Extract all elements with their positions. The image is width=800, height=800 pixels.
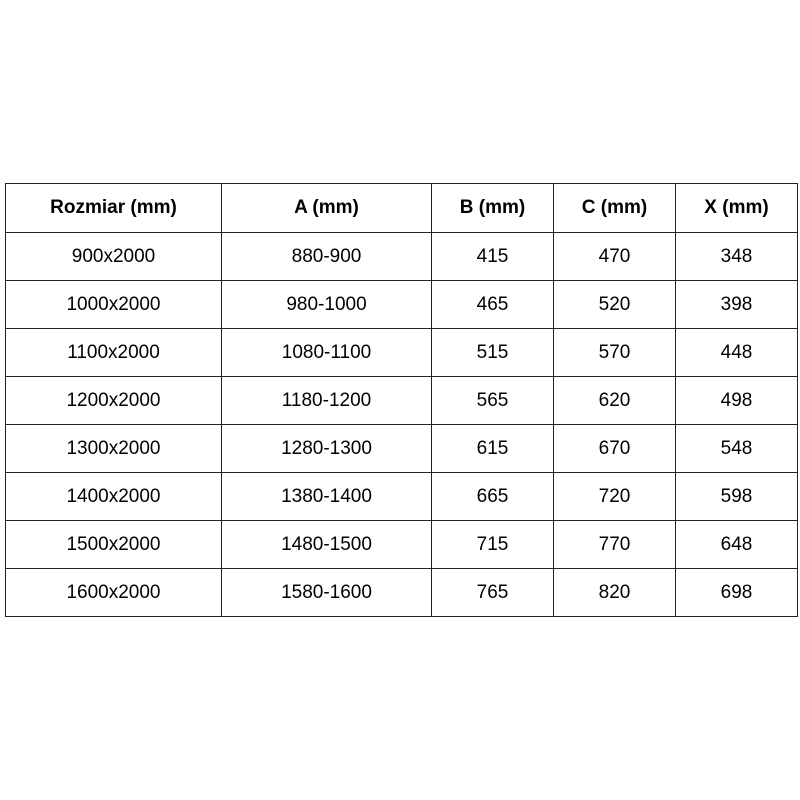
- size-table: Rozmiar (mm) A (mm) B (mm) C (mm) X (mm)…: [5, 183, 798, 617]
- table-row: 1500x2000 1480-1500 715 770 648: [5, 520, 798, 569]
- cell-a: 1480-1500: [221, 520, 432, 569]
- cell-rozmiar: 1500x2000: [5, 520, 222, 569]
- cell-a: 1180-1200: [221, 376, 432, 425]
- cell-c: 820: [553, 568, 676, 617]
- cell-rozmiar: 1200x2000: [5, 376, 222, 425]
- cell-c: 470: [553, 232, 676, 281]
- cell-a: 1280-1300: [221, 424, 432, 473]
- header-c: C (mm): [553, 183, 676, 233]
- table-row: 1000x2000 980-1000 465 520 398: [5, 280, 798, 329]
- header-row: Rozmiar (mm) A (mm) B (mm) C (mm) X (mm): [5, 183, 798, 233]
- cell-b: 465: [431, 280, 554, 329]
- cell-b: 715: [431, 520, 554, 569]
- header-x: X (mm): [675, 183, 798, 233]
- cell-b: 515: [431, 328, 554, 377]
- table-row: 1200x2000 1180-1200 565 620 498: [5, 376, 798, 425]
- cell-b: 615: [431, 424, 554, 473]
- cell-b: 665: [431, 472, 554, 521]
- cell-c: 670: [553, 424, 676, 473]
- cell-c: 520: [553, 280, 676, 329]
- header-b: B (mm): [431, 183, 554, 233]
- header-rozmiar: Rozmiar (mm): [5, 183, 222, 233]
- table-row: 900x2000 880-900 415 470 348: [5, 232, 798, 281]
- cell-b: 565: [431, 376, 554, 425]
- cell-x: 448: [675, 328, 798, 377]
- table-row: 1100x2000 1080-1100 515 570 448: [5, 328, 798, 377]
- cell-a: 1380-1400: [221, 472, 432, 521]
- header-a: A (mm): [221, 183, 432, 233]
- cell-x: 498: [675, 376, 798, 425]
- cell-b: 415: [431, 232, 554, 281]
- cell-a: 1080-1100: [221, 328, 432, 377]
- table-row: 1600x2000 1580-1600 765 820 698: [5, 568, 798, 617]
- cell-x: 348: [675, 232, 798, 281]
- cell-c: 770: [553, 520, 676, 569]
- cell-x: 598: [675, 472, 798, 521]
- cell-c: 570: [553, 328, 676, 377]
- cell-a: 980-1000: [221, 280, 432, 329]
- table-row: 1400x2000 1380-1400 665 720 598: [5, 472, 798, 521]
- cell-x: 398: [675, 280, 798, 329]
- table-row: 1300x2000 1280-1300 615 670 548: [5, 424, 798, 473]
- cell-x: 698: [675, 568, 798, 617]
- cell-rozmiar: 900x2000: [5, 232, 222, 281]
- cell-x: 548: [675, 424, 798, 473]
- cell-c: 720: [553, 472, 676, 521]
- cell-rozmiar: 1100x2000: [5, 328, 222, 377]
- cell-x: 648: [675, 520, 798, 569]
- cell-a: 1580-1600: [221, 568, 432, 617]
- cell-rozmiar: 1300x2000: [5, 424, 222, 473]
- cell-rozmiar: 1600x2000: [5, 568, 222, 617]
- cell-b: 765: [431, 568, 554, 617]
- cell-a: 880-900: [221, 232, 432, 281]
- cell-rozmiar: 1400x2000: [5, 472, 222, 521]
- cell-c: 620: [553, 376, 676, 425]
- cell-rozmiar: 1000x2000: [5, 280, 222, 329]
